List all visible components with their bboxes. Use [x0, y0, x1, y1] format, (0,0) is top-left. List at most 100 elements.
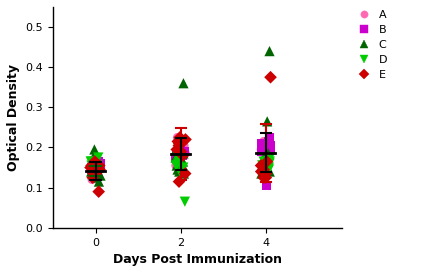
Point — [266, 159, 273, 164]
Point — [263, 143, 270, 148]
Point — [173, 163, 180, 168]
Point — [180, 143, 187, 148]
Point — [175, 143, 182, 148]
Legend: A, B, C, D, E: A, B, C, D, E — [350, 8, 389, 82]
Point — [88, 163, 95, 168]
Point — [95, 163, 102, 168]
Point — [88, 167, 95, 172]
Point — [178, 153, 185, 158]
Point — [173, 147, 180, 152]
Y-axis label: Optical Density: Optical Density — [7, 64, 20, 171]
Point — [94, 163, 101, 168]
Point — [95, 179, 102, 184]
Point — [94, 165, 101, 170]
Point — [88, 159, 95, 164]
Point — [94, 173, 101, 178]
Point — [265, 49, 272, 53]
Point — [257, 169, 264, 174]
Point — [93, 159, 100, 164]
Point — [173, 155, 180, 160]
Point — [264, 151, 271, 156]
Point — [257, 147, 264, 152]
Point — [257, 163, 264, 168]
Point — [258, 163, 265, 168]
Point — [95, 159, 102, 164]
Point — [172, 155, 179, 160]
Point — [257, 141, 264, 146]
Point — [175, 179, 182, 184]
Point — [260, 155, 267, 160]
Point — [91, 163, 98, 168]
Point — [265, 143, 272, 148]
Point — [263, 159, 270, 164]
Point — [88, 163, 95, 168]
Point — [177, 151, 184, 156]
Point — [179, 159, 186, 164]
Point — [176, 135, 183, 140]
Point — [265, 161, 272, 166]
Point — [175, 151, 182, 156]
Point — [173, 135, 180, 140]
Point — [180, 81, 187, 85]
Point — [260, 163, 267, 168]
Point — [92, 161, 99, 166]
Point — [174, 161, 181, 166]
Point — [177, 139, 184, 144]
Point — [260, 139, 267, 144]
Point — [174, 147, 181, 152]
Point — [174, 147, 181, 152]
Point — [88, 163, 95, 168]
Point — [263, 167, 270, 172]
Point — [88, 169, 95, 174]
Point — [87, 165, 94, 170]
Point — [175, 169, 182, 174]
Point — [95, 189, 102, 194]
Point — [174, 139, 181, 144]
Point — [260, 176, 267, 180]
Point — [263, 183, 270, 188]
Point — [259, 167, 266, 172]
Point — [258, 145, 265, 150]
Point — [175, 141, 182, 146]
Point — [258, 147, 265, 152]
Point — [90, 167, 97, 172]
Point — [175, 159, 182, 164]
Point — [258, 149, 265, 154]
Point — [173, 147, 180, 152]
Point — [263, 159, 270, 164]
Point — [88, 165, 95, 170]
Point — [260, 159, 267, 164]
Point — [176, 149, 183, 154]
Point — [92, 176, 99, 180]
Point — [181, 149, 188, 154]
Point — [182, 137, 189, 142]
Point — [266, 75, 273, 79]
Point — [263, 119, 270, 124]
Point — [258, 147, 265, 152]
Point — [265, 169, 272, 174]
Point — [261, 165, 268, 170]
Point — [173, 163, 180, 168]
Point — [181, 151, 188, 156]
Point — [262, 176, 269, 180]
Point — [87, 167, 94, 172]
Point — [174, 155, 181, 160]
Point — [88, 177, 95, 182]
Point — [259, 167, 266, 172]
Point — [92, 165, 99, 170]
Point — [175, 141, 182, 146]
Point — [265, 167, 272, 172]
Point — [91, 147, 98, 152]
Point — [95, 163, 102, 168]
Point — [258, 163, 265, 168]
Point — [95, 167, 102, 172]
Point — [257, 171, 264, 176]
Point — [260, 159, 267, 164]
Point — [181, 200, 188, 204]
Point — [266, 143, 273, 148]
Point — [179, 163, 186, 168]
Point — [265, 139, 272, 144]
Point — [96, 163, 103, 168]
Point — [259, 171, 266, 176]
Point — [174, 167, 181, 172]
